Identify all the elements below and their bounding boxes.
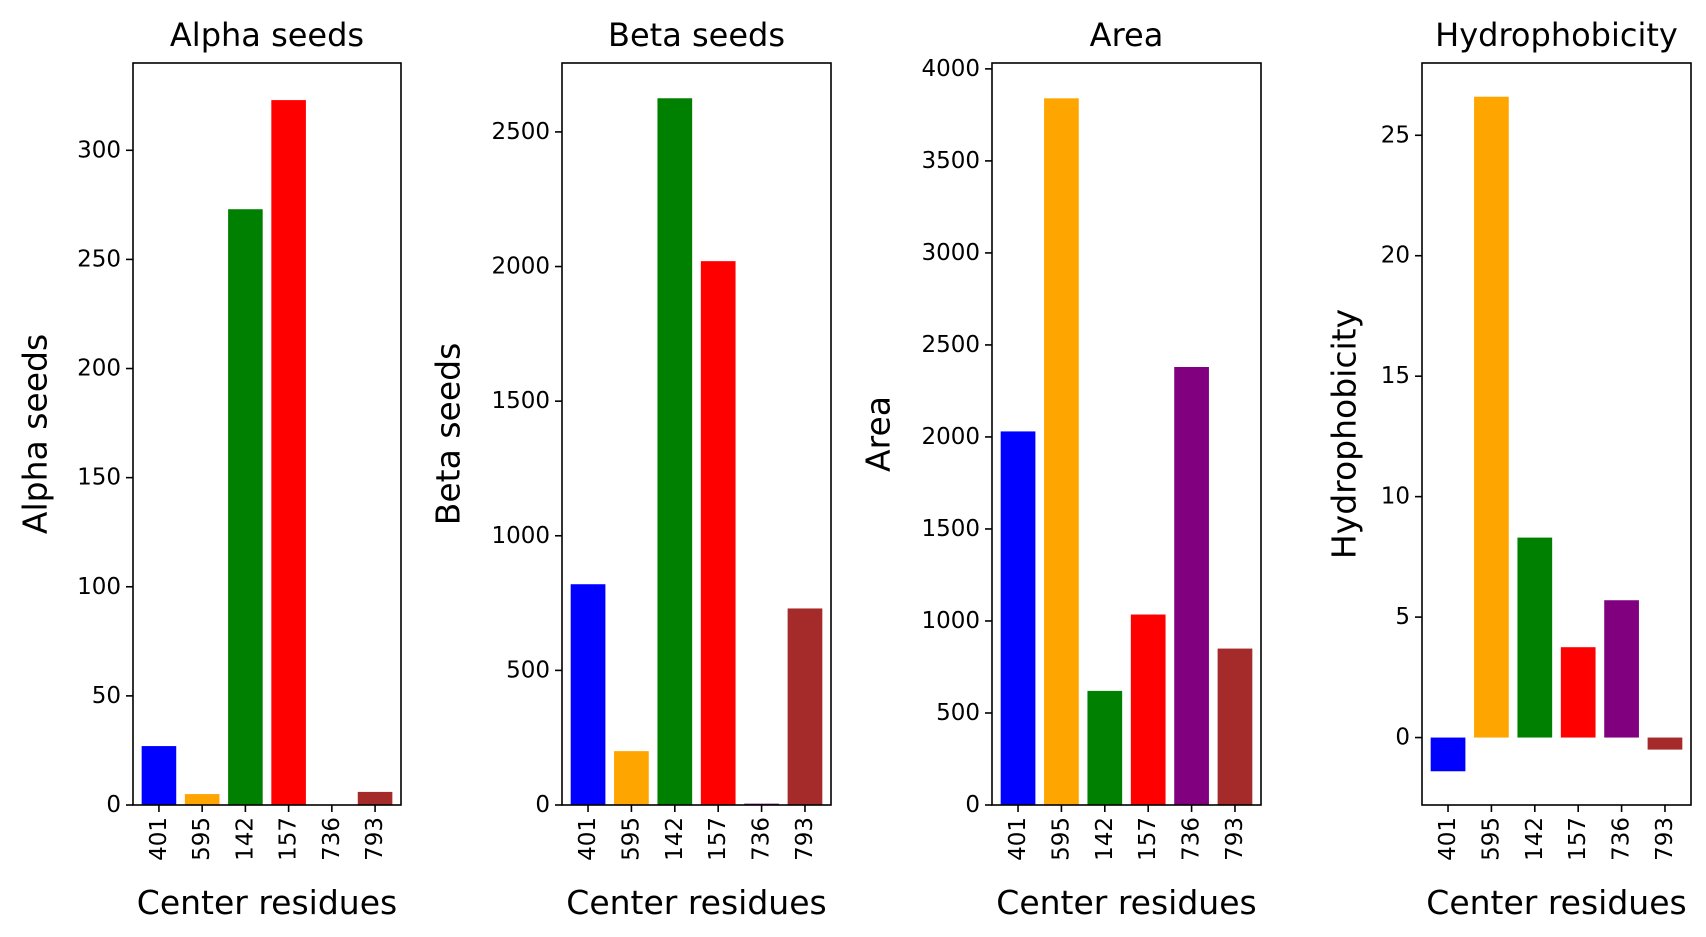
chart-title: Alpha seeds — [170, 16, 364, 54]
y-tick-label: 15 — [1381, 363, 1410, 389]
bar-142 — [228, 209, 263, 806]
y-tick-label: 20 — [1381, 243, 1410, 269]
axes-frame — [561, 62, 832, 806]
x-tick-label: 142 — [1522, 817, 1548, 861]
y-tick-label: 3500 — [921, 148, 980, 174]
x-axis-label: Center residues — [996, 883, 1256, 922]
bar-157 — [1130, 614, 1166, 805]
x-tick-label: 736 — [1179, 817, 1205, 861]
x-tick-label: 736 — [749, 817, 775, 861]
y-tick-label: 1500 — [921, 516, 980, 542]
bar-595 — [614, 751, 649, 805]
y-axis-label: Hydrophobicity — [1325, 309, 1364, 559]
y-tick-label: 0 — [106, 792, 121, 818]
x-tick-label: 793 — [362, 817, 388, 861]
y-tick-label: 150 — [77, 465, 121, 491]
bar-595 — [1474, 96, 1509, 738]
axes-frame — [991, 62, 1262, 806]
x-tick-label: 142 — [1092, 817, 1118, 861]
x-tick-label: 401 — [146, 817, 172, 861]
y-tick-label: 2000 — [491, 254, 550, 280]
y-tick-label: 0 — [965, 792, 980, 818]
x-tick-label: 142 — [662, 817, 688, 861]
chart-title: Beta seeds — [608, 16, 785, 54]
x-axis-label: Center residues — [137, 883, 397, 922]
y-tick-label: 10 — [1381, 484, 1410, 510]
y-axis-label: Area — [859, 396, 898, 472]
y-tick-label: 250 — [77, 246, 121, 272]
x-tick-label: 595 — [618, 817, 644, 861]
bar-142 — [1087, 690, 1123, 805]
bar-401 — [1430, 737, 1466, 772]
y-tick-label: 500 — [936, 700, 980, 726]
y-tick-label: 4000 — [921, 56, 980, 82]
bar-595 — [184, 794, 220, 805]
bar-401 — [1000, 431, 1036, 805]
axes-frame — [132, 62, 402, 806]
x-axis-label: Center residues — [566, 883, 826, 922]
bar-736 — [1604, 600, 1639, 738]
bar-401 — [141, 746, 177, 805]
x-tick-label: 595 — [189, 817, 215, 861]
chart-area: 0 500 1000 1500 2000 2500 3000 3500 4000 401 595 14… — [859, 16, 1262, 922]
x-tick-label: 157 — [1135, 817, 1161, 861]
y-tick-label: 2000 — [921, 424, 980, 450]
y-tick-label: 200 — [77, 356, 121, 382]
y-tick-label: 0 — [1395, 725, 1410, 751]
bar-595 — [1044, 98, 1079, 805]
x-tick-label: 793 — [1222, 817, 1248, 861]
bar-793 — [1647, 737, 1683, 750]
x-tick-label: 736 — [1609, 817, 1635, 861]
y-tick-label: 2500 — [921, 332, 980, 358]
bar-793 — [357, 791, 393, 805]
axes-frame — [1421, 62, 1692, 806]
x-tick-label: 401 — [1435, 817, 1461, 861]
bar-142 — [657, 98, 693, 805]
y-tick-label: 500 — [506, 657, 550, 683]
y-tick-label: 300 — [77, 137, 121, 163]
chart-beta-seeds: 0 500 1000 1500 2000 2500 401 595 142 157 736 793 Be… — [429, 16, 832, 922]
x-tick-label: 157 — [705, 817, 731, 861]
bar-157 — [271, 100, 306, 806]
x-tick-label: 793 — [1652, 817, 1678, 861]
chart-title: Area — [1090, 16, 1164, 54]
y-tick-label: 0 — [535, 792, 550, 818]
x-tick-label: 157 — [276, 817, 302, 861]
bar-157 — [1560, 647, 1596, 738]
chart-alpha-seeds: 0 50 100 150 200 250 300 401 595 142 157 736 793 Alph… — [16, 16, 402, 922]
chart-hydrophobicity: 0 5 10 15 20 25 401 595 142 157 736 793 Hydrophobici… — [1325, 16, 1692, 922]
bar-401 — [570, 584, 606, 805]
x-tick-label: 595 — [1478, 817, 1504, 861]
y-tick-label: 5 — [1395, 604, 1410, 630]
y-tick-label: 2500 — [491, 119, 550, 145]
x-tick-label: 401 — [575, 817, 601, 861]
x-tick-label: 157 — [1565, 817, 1591, 861]
x-tick-label: 401 — [1005, 817, 1031, 861]
y-axis-label: Alpha seeds — [16, 334, 55, 534]
x-axis-label: Center residues — [1426, 883, 1686, 922]
bar-142 — [1517, 537, 1553, 738]
y-tick-label: 3000 — [921, 240, 980, 266]
x-tick-label: 736 — [319, 817, 345, 861]
y-tick-label: 1000 — [921, 608, 980, 634]
y-tick-label: 1000 — [491, 523, 550, 549]
y-tick-label: 50 — [92, 683, 121, 709]
x-tick-label: 793 — [792, 817, 818, 861]
x-tick-label: 595 — [1048, 817, 1074, 861]
bar-793 — [787, 608, 823, 805]
bar-736 — [1174, 367, 1209, 805]
bar-157 — [700, 261, 736, 805]
x-tick-label: 142 — [232, 817, 258, 861]
y-tick-label: 25 — [1381, 122, 1410, 148]
chart-title: Hydrophobicity — [1435, 16, 1678, 54]
y-tick-label: 100 — [77, 574, 121, 600]
y-axis-label: Beta seeds — [429, 343, 468, 526]
y-tick-label: 1500 — [491, 388, 550, 414]
bar-793 — [1217, 648, 1253, 805]
